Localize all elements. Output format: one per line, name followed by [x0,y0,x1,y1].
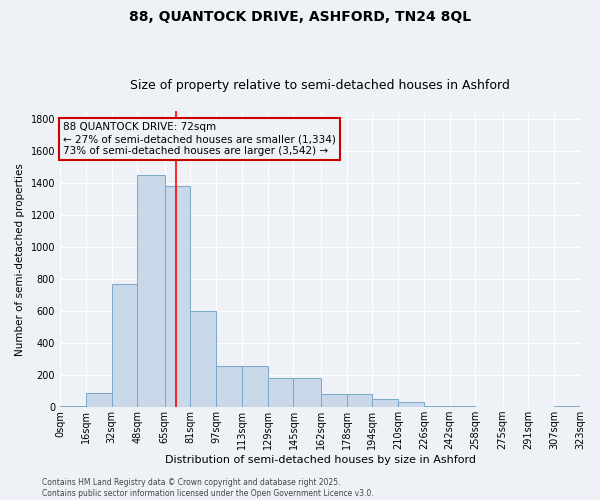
Bar [112,284,137,407]
Bar [190,311,216,407]
Bar [86,393,112,407]
Bar [347,394,373,407]
Bar [554,406,580,407]
Bar [268,378,293,407]
Bar [137,175,164,407]
Bar [321,394,347,407]
Bar [373,399,398,407]
Y-axis label: Number of semi-detached properties: Number of semi-detached properties [15,163,25,356]
Text: Contains HM Land Registry data © Crown copyright and database right 2025.
Contai: Contains HM Land Registry data © Crown c… [42,478,374,498]
Bar [449,406,475,407]
Bar [424,406,449,407]
Bar [398,402,424,407]
Bar [216,366,242,407]
Text: 88, QUANTOCK DRIVE, ASHFORD, TN24 8QL: 88, QUANTOCK DRIVE, ASHFORD, TN24 8QL [129,10,471,24]
Bar [293,378,321,407]
Bar [242,366,268,407]
Title: Size of property relative to semi-detached houses in Ashford: Size of property relative to semi-detach… [130,79,510,92]
X-axis label: Distribution of semi-detached houses by size in Ashford: Distribution of semi-detached houses by … [164,455,476,465]
Text: 88 QUANTOCK DRIVE: 72sqm
← 27% of semi-detached houses are smaller (1,334)
73% o: 88 QUANTOCK DRIVE: 72sqm ← 27% of semi-d… [63,122,336,156]
Bar [60,406,86,407]
Bar [164,186,190,407]
